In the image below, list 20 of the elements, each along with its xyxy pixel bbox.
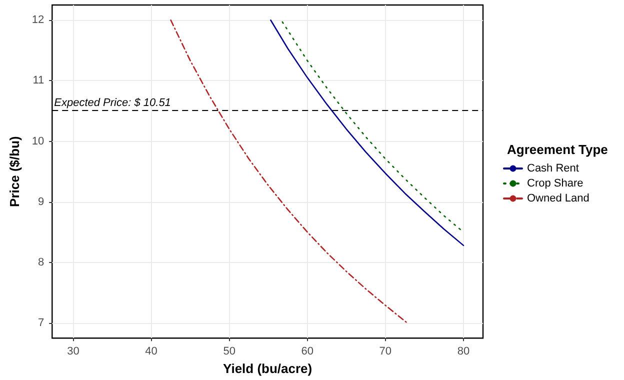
legend-label: Owned Land [527,192,590,204]
y-tick-label: 8 [38,256,44,268]
x-tick-label: 50 [223,346,236,358]
y-tick-label: 11 [32,74,44,87]
y-tick-label: 9 [38,196,44,208]
y-tick-label: 10 [32,135,44,148]
y-tick-label: 12 [32,14,44,26]
x-axis-title: Yield (bu/acre) [223,361,312,376]
x-tick-label: 40 [145,346,158,358]
legend-title: Agreement Type [507,142,608,157]
x-tick-label: 60 [301,346,314,358]
legend-label: Crop Share [527,178,584,190]
x-tick-label: 70 [379,346,392,358]
legend-label: Cash Rent [527,162,579,174]
line-series [170,19,408,324]
x-tick-label: 30 [67,346,80,358]
ref-line-label: Expected Price: $ 10.51 [54,96,171,109]
y-axis-title: Price ($/bu) [7,136,22,207]
y-tick-label: 7 [38,316,44,329]
x-tick-label: 80 [457,346,470,358]
